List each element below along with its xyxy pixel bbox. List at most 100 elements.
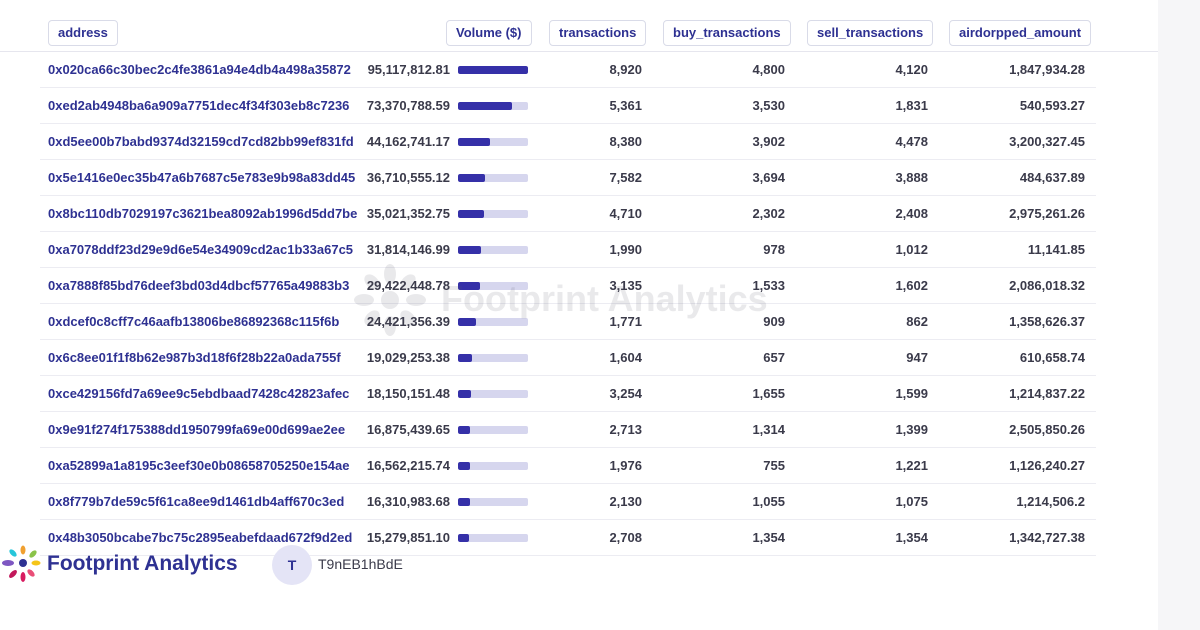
address-link[interactable]: 0xdcef0c8cff7c46aafb13806be86892368c115f… (48, 314, 340, 329)
airdropped-amount-value: 610,658.74 (1019, 350, 1085, 365)
address-link[interactable]: 0x48b3050bcabe7bc75c2895eabefdaad672f9d2… (48, 530, 353, 545)
column-header-address[interactable]: address (48, 20, 118, 46)
volume-value: 16,875,439.65 (366, 422, 450, 437)
volume-value: 31,814,146.99 (366, 242, 450, 257)
footer-brand-text: Footprint Analytics (47, 552, 238, 575)
column-header-transactions[interactable]: transactions (549, 20, 647, 46)
sell-transactions-value: 2,408 (895, 206, 928, 221)
user-avatar[interactable]: T (272, 545, 312, 585)
airdropped-amount-value: 2,505,850.26 (1009, 422, 1085, 437)
address-link[interactable]: 0x8f779b7de59c5f61ca8ee9d1461db4aff670c3… (48, 494, 345, 509)
volume-bar (458, 66, 528, 74)
buy-transactions-value: 1,354 (752, 530, 785, 545)
sell-transactions-value: 1,354 (895, 530, 928, 545)
volume-bar (458, 246, 528, 254)
volume-value: 29,422,448.78 (366, 278, 450, 293)
table-row: 0x9e91f274f175388dd1950799fa69e00d699ae2… (40, 412, 1096, 448)
transactions-value: 5,361 (609, 98, 642, 113)
volume-bar-fill (458, 318, 476, 326)
transactions-value: 2,713 (609, 422, 642, 437)
data-table: address Volume ($) transactions buy_tran… (0, 20, 1158, 556)
volume-bar-fill (458, 246, 482, 254)
sell-transactions-value: 1,075 (895, 494, 928, 509)
table-row: 0x5e1416e0ec35b47a6b7687c5e783e9b98a83dd… (40, 160, 1096, 196)
username[interactable]: T9nEB1hBdE (318, 556, 403, 572)
sell-transactions-value: 1,602 (895, 278, 928, 293)
address-link[interactable]: 0xa7888f85bd76deef3bd03d4dbcf57765a49883… (48, 278, 350, 293)
volume-bar-fill (458, 282, 480, 290)
transactions-value: 3,254 (609, 386, 642, 401)
sell-transactions-value: 1,831 (895, 98, 928, 113)
volume-value: 35,021,352.75 (366, 206, 450, 221)
volume-value: 18,150,151.48 (366, 386, 450, 401)
buy-transactions-value: 3,902 (752, 134, 785, 149)
volume-value: 19,029,253.38 (366, 350, 450, 365)
table-body: 0x020ca66c30bec2c4fe3861a94e4db4a498a358… (0, 52, 1158, 556)
airdropped-amount-value: 1,214,506.2 (1016, 494, 1085, 509)
column-header-sell-transactions[interactable]: sell_transactions (807, 20, 934, 46)
volume-bar-fill (458, 210, 484, 218)
column-header-volume[interactable]: Volume ($) (446, 20, 532, 46)
volume-value: 24,421,356.39 (366, 314, 450, 329)
volume-value: 15,279,851.10 (366, 530, 450, 545)
volume-bar (458, 498, 528, 506)
buy-transactions-value: 3,694 (752, 170, 785, 185)
sell-transactions-value: 1,221 (895, 458, 928, 473)
volume-bar (458, 354, 528, 362)
airdropped-amount-value: 1,214,837.22 (1009, 386, 1085, 401)
airdropped-amount-value: 2,086,018.32 (1009, 278, 1085, 293)
address-link[interactable]: 0xed2ab4948ba6a909a7751dec4f34f303eb8c72… (48, 98, 350, 113)
table-row: 0x020ca66c30bec2c4fe3861a94e4db4a498a358… (40, 52, 1096, 88)
address-link[interactable]: 0xd5ee00b7babd9374d32159cd7cd82bb99ef831… (48, 134, 354, 149)
table-row: 0xa52899a1a8195c3eef30e0b08658705250e154… (40, 448, 1096, 484)
volume-bar (458, 462, 528, 470)
volume-bar-fill (458, 390, 472, 398)
footer-brand[interactable]: Footprint Analytics (0, 545, 260, 585)
transactions-value: 1,604 (609, 350, 642, 365)
column-header-buy-transactions[interactable]: buy_transactions (663, 20, 791, 46)
volume-bar-fill (458, 426, 471, 434)
address-link[interactable]: 0x5e1416e0ec35b47a6b7687c5e783e9b98a83dd… (48, 170, 356, 185)
buy-transactions-value: 657 (763, 350, 785, 365)
volume-bar-fill (458, 462, 471, 470)
sell-transactions-value: 1,599 (895, 386, 928, 401)
airdropped-amount-value: 1,126,240.27 (1009, 458, 1085, 473)
footprint-flower-icon (2, 545, 41, 582)
address-link[interactable]: 0x6c8ee01f1f8b62e987b3d18f6f28b22a0ada75… (48, 350, 341, 365)
address-link[interactable]: 0xce429156fd7a69ee9c5ebdbaad7428c42823af… (48, 386, 350, 401)
volume-value: 95,117,812.81 (367, 62, 450, 77)
address-link[interactable]: 0x8bc110db7029197c3621bea8092ab1996d5dd7… (48, 206, 358, 221)
volume-value: 16,310,983.68 (366, 494, 450, 509)
volume-bar (458, 534, 528, 542)
buy-transactions-value: 755 (763, 458, 785, 473)
table-row: 0xd5ee00b7babd9374d32159cd7cd82bb99ef831… (40, 124, 1096, 160)
buy-transactions-value: 1,655 (752, 386, 785, 401)
volume-value: 16,562,215.74 (366, 458, 450, 473)
address-link[interactable]: 0x9e91f274f175388dd1950799fa69e00d699ae2… (48, 422, 346, 437)
volume-bar (458, 102, 528, 110)
buy-transactions-value: 3,530 (752, 98, 785, 113)
table-row: 0xa7888f85bd76deef3bd03d4dbcf57765a49883… (40, 268, 1096, 304)
airdropped-amount-value: 540,593.27 (1019, 98, 1085, 113)
volume-bar (458, 426, 528, 434)
sell-transactions-value: 4,120 (895, 62, 928, 77)
address-link[interactable]: 0xa7078ddf23d29e9d6e54e34909cd2ac1b33a67… (48, 242, 354, 257)
transactions-value: 4,710 (609, 206, 642, 221)
volume-value: 36,710,555.12 (366, 170, 450, 185)
volume-bar-fill (458, 66, 528, 74)
transactions-value: 1,990 (609, 242, 642, 257)
address-link[interactable]: 0xa52899a1a8195c3eef30e0b08658705250e154… (48, 458, 350, 473)
address-link[interactable]: 0x020ca66c30bec2c4fe3861a94e4db4a498a358… (48, 62, 351, 77)
airdropped-amount-value: 2,975,261.26 (1009, 206, 1085, 221)
sell-transactions-value: 3,888 (895, 170, 928, 185)
transactions-value: 3,135 (609, 278, 642, 293)
buy-transactions-value: 2,302 (752, 206, 785, 221)
volume-bar-fill (458, 498, 470, 506)
transactions-value: 2,708 (609, 530, 642, 545)
sell-transactions-value: 862 (906, 314, 928, 329)
column-header-airdropped-amount[interactable]: airdorpped_amount (949, 20, 1092, 46)
volume-bar-fill (458, 138, 491, 146)
transactions-value: 1,976 (609, 458, 642, 473)
airdropped-amount-value: 3,200,327.45 (1009, 134, 1085, 149)
airdropped-amount-value: 1,847,934.28 (1009, 62, 1085, 77)
